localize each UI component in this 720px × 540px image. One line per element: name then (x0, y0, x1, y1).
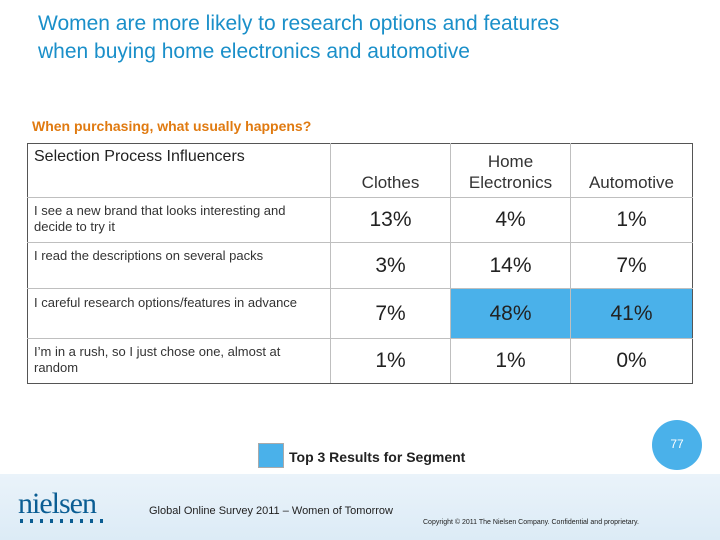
value-cell: 1% (330, 338, 451, 384)
slide-title: Women are more likely to research option… (38, 10, 678, 66)
column-header-line-2: Clothes (361, 173, 420, 192)
value-cell: 4% (450, 197, 571, 243)
slide-title-line-2: when buying home electronics and automot… (38, 40, 470, 63)
value-cell: 1% (450, 338, 571, 384)
legend-swatch (258, 443, 284, 468)
value-cell: 13% (330, 197, 451, 243)
page-number: 77 (652, 420, 702, 470)
row-label: I’m in a rush, so I just chose one, almo… (27, 338, 331, 384)
nielsen-logo-dots-icon (20, 519, 104, 523)
value-cell: 0% (570, 338, 693, 384)
nielsen-logo: nielsen (18, 487, 97, 520)
value-cell-highlighted: 41% (570, 288, 693, 339)
slide-subtitle: When purchasing, what usually happens? (32, 118, 312, 134)
influencers-table: Selection Process Influencers Clothes Ho… (27, 143, 693, 384)
table-row: I’m in a rush, so I just chose one, almo… (27, 338, 693, 384)
footer-copyright: Copyright © 2011 The Nielsen Company. Co… (423, 519, 639, 526)
column-header-line-2: Automotive (588, 173, 675, 192)
table-header-row: Selection Process Influencers Clothes Ho… (27, 143, 693, 198)
footer-survey-name: Global Online Survey 2011 – Women of Tom… (149, 505, 393, 517)
legend-label: Top 3 Results for Segment (289, 449, 466, 465)
value-cell: 7% (570, 242, 693, 289)
slide-title-line-1: Women are more likely to research option… (38, 12, 560, 35)
column-header-line-2: Electronics (468, 173, 553, 192)
column-header-line-1: Home (487, 152, 534, 171)
value-cell-highlighted: 48% (450, 288, 571, 339)
footer-band (0, 474, 720, 540)
table-row: I read the descriptions on several packs… (27, 242, 693, 289)
column-header-home-electronics: Home Electronics (450, 143, 571, 198)
value-cell: 7% (330, 288, 451, 339)
table-row: I see a new brand that looks interesting… (27, 197, 693, 243)
value-cell: 3% (330, 242, 451, 289)
row-label: I read the descriptions on several packs (27, 242, 331, 289)
value-cell: 14% (450, 242, 571, 289)
row-label: I see a new brand that looks interesting… (27, 197, 331, 243)
column-header-automotive: Automotive (570, 143, 693, 198)
table-header-label: Selection Process Influencers (27, 143, 331, 198)
row-label: I careful research options/features in a… (27, 288, 331, 339)
column-header-clothes: Clothes (330, 143, 451, 198)
table-row: I careful research options/features in a… (27, 288, 693, 339)
value-cell: 1% (570, 197, 693, 243)
